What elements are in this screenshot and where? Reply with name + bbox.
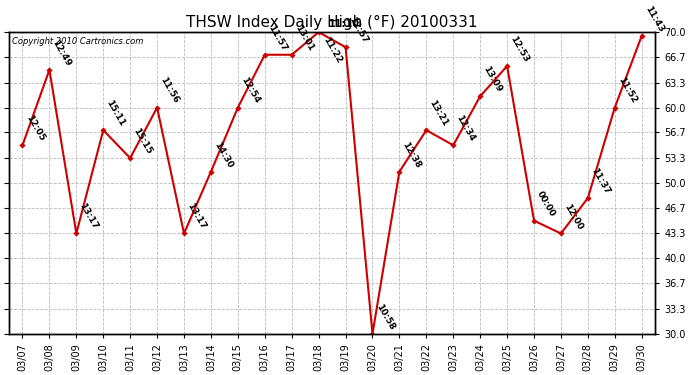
Text: 12:54: 12:54 [239, 76, 262, 105]
Point [555, 231, 566, 237]
Point [609, 105, 620, 111]
Point [233, 105, 244, 111]
Point [179, 231, 190, 237]
Point [98, 127, 109, 133]
Point [125, 155, 136, 161]
Text: 12:38: 12:38 [401, 140, 423, 170]
Point [582, 195, 593, 201]
Text: 13:01: 13:01 [293, 23, 315, 52]
Text: 12:34: 12:34 [455, 114, 477, 143]
Text: 11:37: 11:37 [589, 166, 611, 196]
Text: 12:49: 12:49 [51, 38, 73, 68]
Text: 12:53: 12:53 [509, 34, 531, 64]
Point [394, 169, 405, 175]
Text: 11:43: 11:43 [643, 4, 665, 34]
Text: 13:21: 13:21 [428, 99, 450, 128]
Point [636, 33, 647, 39]
Text: 13:09: 13:09 [482, 64, 504, 94]
Title: THSW Index Daily High (°F) 20100331: THSW Index Daily High (°F) 20100331 [186, 15, 478, 30]
Text: 12:05: 12:05 [24, 114, 46, 143]
Text: 15:11: 15:11 [105, 99, 127, 128]
Point [475, 93, 486, 99]
Point [17, 142, 28, 148]
Point [44, 67, 55, 73]
Point [421, 127, 432, 133]
Point [71, 231, 82, 237]
Point [367, 331, 378, 337]
Text: Copyright 2010 Cartronics.com: Copyright 2010 Cartronics.com [12, 37, 144, 46]
Point [313, 29, 324, 35]
Text: 12:57: 12:57 [347, 15, 369, 45]
Point [340, 44, 351, 50]
Point [529, 217, 540, 223]
Text: 11:57: 11:57 [266, 23, 288, 52]
Text: 12:00: 12:00 [562, 202, 584, 231]
Text: 00:00: 00:00 [535, 189, 558, 218]
Point [448, 142, 459, 148]
Text: 11:56: 11:56 [159, 76, 181, 105]
Text: 14:30: 14:30 [213, 140, 235, 170]
Text: 13:17: 13:17 [186, 202, 208, 231]
Point [502, 63, 513, 69]
Point [152, 105, 163, 111]
Text: 11:22: 11:22 [322, 36, 344, 65]
Text: 11:52: 11:52 [616, 76, 638, 105]
Point [286, 52, 297, 58]
Text: 15:15: 15:15 [132, 126, 154, 156]
Point [259, 52, 270, 58]
Text: 10:58: 10:58 [374, 302, 396, 332]
Point [206, 169, 217, 175]
Text: 11:10: 11:10 [329, 19, 360, 29]
Text: 13:17: 13:17 [78, 202, 100, 231]
